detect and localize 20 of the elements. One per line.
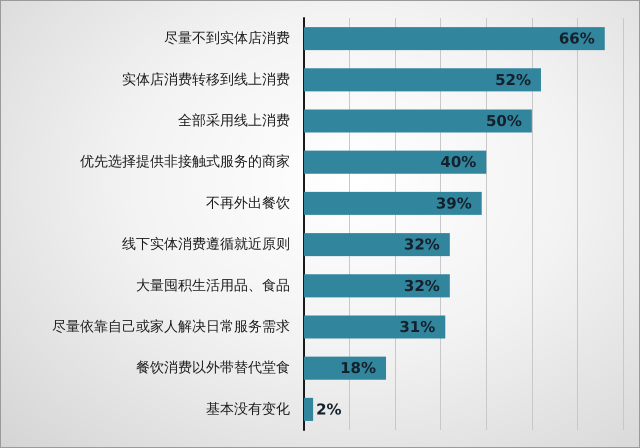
y-tick-label: 全部采用线上消费 xyxy=(178,113,290,129)
data-label: 2% xyxy=(316,400,342,418)
y-tick-label: 尽量依靠自己或家人解决日常服务需求 xyxy=(52,319,290,335)
data-label: 39% xyxy=(436,194,472,212)
y-tick-label: 不再外出餐饮 xyxy=(206,195,290,212)
y-tick-label: 尽量不到实体店消费 xyxy=(164,30,290,47)
y-tick-label: 餐饮消费以外带替代堂食 xyxy=(136,360,290,376)
y-tick-label: 优先选择提供非接触式服务的商家 xyxy=(80,154,290,170)
y-tick-label: 实体店消费转移到线上消费 xyxy=(122,72,290,88)
y-tick-label: 基本没有变化 xyxy=(206,401,290,418)
data-label: 40% xyxy=(440,153,476,172)
data-label: 18% xyxy=(340,359,376,378)
data-label: 32% xyxy=(404,276,440,295)
y-tick-label: 线下实体消费遵循就近原则 xyxy=(122,236,290,253)
data-label: 31% xyxy=(399,318,436,336)
y-tick-label: 大量囤积生活用品、食品 xyxy=(136,278,290,294)
data-label: 50% xyxy=(486,112,522,130)
data-label: 52% xyxy=(495,70,531,89)
data-label: 32% xyxy=(404,236,440,254)
data-label: 66% xyxy=(558,30,595,48)
